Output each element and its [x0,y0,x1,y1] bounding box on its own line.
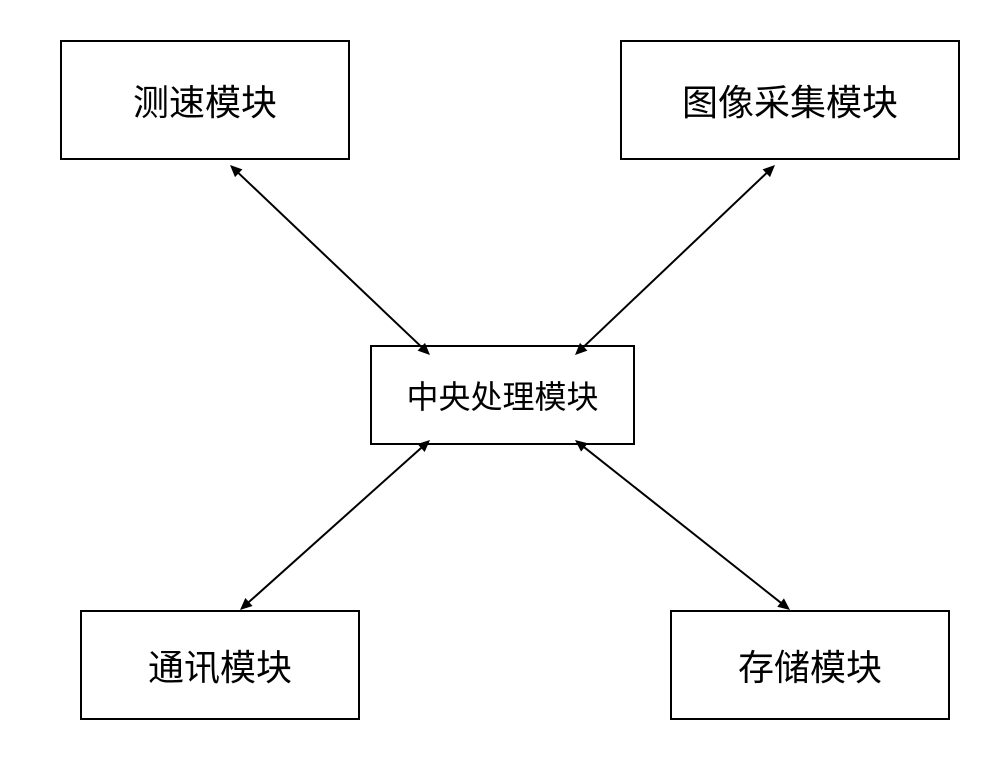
node-comm-label: 通讯模块 [148,639,292,691]
node-cpu-label: 中央处理模块 [406,372,598,418]
node-speed-measurement: 测速模块 [60,40,350,160]
node-speed-label: 测速模块 [133,74,277,126]
node-communication: 通讯模块 [80,610,360,720]
node-image-label: 图像采集模块 [682,74,898,126]
node-central-processing: 中央处理模块 [370,345,635,445]
diagram-canvas: 测速模块 图像采集模块 中央处理模块 通讯模块 存储模块 [0,0,1000,784]
node-storage: 存储模块 [670,610,950,720]
node-storage-label: 存储模块 [738,639,882,691]
node-image-acquisition: 图像采集模块 [620,40,960,160]
